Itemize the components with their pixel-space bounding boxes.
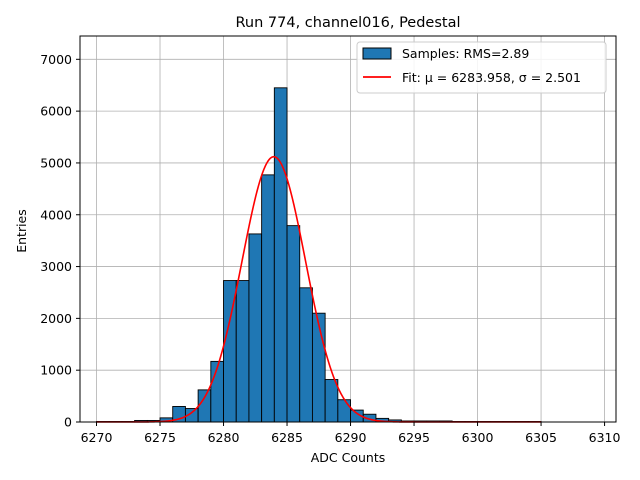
histogram-bar: [210, 360, 224, 423]
legend-box: [356, 41, 607, 94]
histogram-bar: [324, 379, 339, 423]
x-tick-label: 6300: [462, 430, 494, 445]
y-tick-label: 7000: [40, 52, 72, 67]
plot-frame: [79, 35, 617, 423]
histogram-bar: [248, 233, 263, 423]
histogram-bar: [337, 399, 351, 423]
x-tick-label: 6270: [81, 430, 113, 445]
y-axis-ticks: 0 1000 2000 3000 4000 5000 6000 7000: [40, 52, 80, 430]
x-tick-label: 6295: [398, 430, 430, 445]
legend-label-fit: Fit: μ = 6283.958, σ = 2.501: [402, 70, 581, 85]
histogram-bars: [96, 87, 542, 423]
legend: Samples: RMS=2.89 Fit: μ = 6283.958, σ =…: [356, 41, 607, 94]
y-axis-label: Entries: [14, 209, 29, 253]
y-tick-label: 0: [64, 415, 72, 430]
y-tick-label: 1000: [40, 363, 72, 378]
histogram-bar: [197, 389, 212, 423]
histogram-bar: [261, 174, 275, 423]
histogram-bar: [299, 287, 313, 423]
x-tick-label: 6275: [144, 430, 176, 445]
legend-label-samples: Samples: RMS=2.89: [402, 46, 529, 61]
legend-swatch-samples: [362, 47, 392, 60]
chart-title: Run 774, channel016, Pedestal: [235, 15, 460, 31]
y-tick-label: 4000: [40, 207, 72, 222]
y-tick-label: 6000: [40, 104, 72, 119]
x-tick-label: 6280: [208, 430, 240, 445]
x-axis-label: ADC Counts: [311, 450, 386, 465]
y-tick-label: 5000: [40, 155, 72, 170]
y-tick-label: 3000: [40, 259, 72, 274]
x-axis-ticks: 6270 6275 6280 6285 6290 6295 6300 6305 6310: [81, 422, 621, 445]
x-tick-label: 6310: [589, 430, 621, 445]
x-tick-label: 6285: [271, 430, 303, 445]
x-tick-label: 6305: [525, 430, 557, 445]
histogram-bar: [235, 280, 250, 423]
histogram-bar: [273, 87, 288, 423]
histogram-bar: [286, 225, 301, 423]
y-tick-label: 2000: [40, 311, 72, 326]
histogram-bar: [311, 312, 326, 423]
x-tick-label: 6290: [335, 430, 367, 445]
